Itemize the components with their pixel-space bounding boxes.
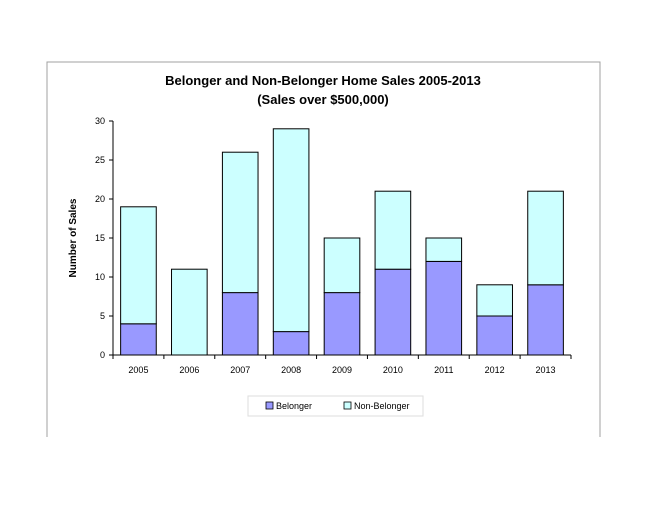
bar-belonger-2008 bbox=[272, 331, 310, 356]
bar-belonger-2007 bbox=[221, 292, 259, 356]
y-tick-label: 10 bbox=[95, 272, 105, 282]
bar-belonger-2012 bbox=[476, 315, 513, 356]
x-tick-label: 2009 bbox=[332, 365, 352, 375]
bar-non-belonger-2009 bbox=[323, 237, 361, 294]
x-tick-label: 2008 bbox=[281, 365, 301, 375]
x-tick-label: 2011 bbox=[434, 365, 453, 375]
bar-non-belonger-2008 bbox=[272, 128, 310, 333]
y-axis-title: Number of Sales bbox=[68, 198, 79, 277]
y-tick-label: 25 bbox=[95, 155, 105, 165]
y-tick-label: 20 bbox=[95, 194, 105, 204]
bar-belonger-2005 bbox=[120, 323, 157, 356]
bars-layer bbox=[120, 128, 564, 356]
legend-swatch-belonger bbox=[265, 401, 274, 410]
legend-label-non-belonger: Non-Belonger bbox=[354, 401, 410, 411]
x-axis: 2005 2006 2007 2008 2009 2010 2011 2012 2013 bbox=[112, 354, 572, 375]
bar-belonger-2009 bbox=[323, 292, 361, 356]
x-tick-label: 2007 bbox=[230, 365, 250, 375]
y-tick-label: 5 bbox=[100, 311, 105, 321]
legend-label-belonger: Belonger bbox=[276, 401, 312, 411]
bar-non-belonger-2006 bbox=[171, 268, 208, 356]
bar-belonger-2011 bbox=[425, 260, 463, 356]
legend-swatch-non-belonger bbox=[343, 401, 352, 410]
bar-non-belonger-2007 bbox=[221, 151, 259, 294]
bar-non-belonger-2010 bbox=[374, 190, 412, 270]
legend-box bbox=[247, 395, 424, 417]
chart-subtitle: (Sales over $500,000) bbox=[257, 92, 389, 107]
bar-non-belonger-2012 bbox=[476, 284, 513, 317]
x-tick-label: 2005 bbox=[128, 365, 148, 375]
bar-belonger-2013 bbox=[527, 284, 564, 356]
x-tick-label: 2006 bbox=[179, 365, 199, 375]
bar-non-belonger-2013 bbox=[527, 190, 564, 286]
y-tick-label: 15 bbox=[95, 233, 105, 243]
x-tick-label: 2012 bbox=[485, 365, 505, 375]
y-tick-label: 0 bbox=[100, 350, 105, 360]
bar-belonger-2010 bbox=[374, 268, 412, 356]
x-tick-label: 2013 bbox=[536, 365, 556, 375]
y-axis: 0 5 10 15 20 25 30 bbox=[95, 116, 114, 360]
bar-non-belonger-2005 bbox=[120, 206, 157, 325]
x-tick-label: 2010 bbox=[383, 365, 403, 375]
bar-non-belonger-2011 bbox=[425, 237, 463, 262]
chart-area-border bbox=[46, 61, 601, 437]
legend: Belonger Non-Belonger bbox=[247, 395, 424, 417]
chart-title: Belonger and Non-Belonger Home Sales 200… bbox=[165, 73, 481, 88]
y-tick-label: 30 bbox=[95, 116, 105, 126]
